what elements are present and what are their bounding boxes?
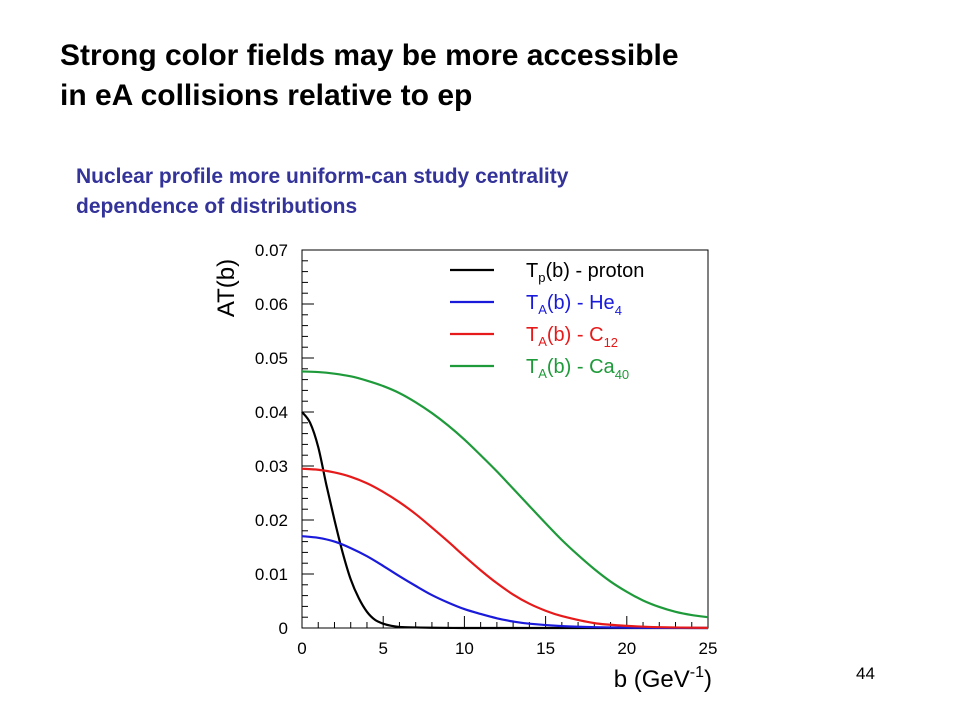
y-tick-label: 0.05 (255, 349, 288, 368)
x-tick-label: 20 (617, 639, 636, 658)
slide-subtitle-line: Nuclear profile more uniform-can study c… (76, 165, 569, 188)
y-tick-label: 0.03 (255, 457, 288, 476)
x-tick-label: 0 (297, 639, 306, 658)
y-axis-label: AT(b) (213, 259, 240, 317)
series-line-0 (301, 411, 708, 630)
y-tick-label: 0 (279, 619, 288, 638)
slide-title-line: Strong color fields may be more accessib… (60, 39, 679, 72)
chart-axis-labels: AT(b) b (GeV-1) (213, 259, 712, 693)
chart-legend: Tp(b) - proton TA(b) - He4 TA(b) - C12 TA(b… (450, 260, 644, 382)
y-tick-label: 0.06 (255, 295, 288, 314)
series-line-3 (301, 370, 709, 619)
y-tick-label: 0.04 (255, 403, 288, 422)
legend-entry: TA(b) - He4 (526, 292, 622, 318)
legend-entry: TA(b) - Ca40 (526, 356, 629, 382)
slide-number: 44 (856, 664, 875, 683)
slide-subtitle: Nuclear profile more uniform-can study c… (76, 162, 836, 222)
slide-title: Strong color fields may be more accessib… (60, 36, 920, 116)
legend-entry: TA(b) - C12 (526, 324, 618, 350)
chart-curves (301, 370, 709, 630)
x-axis-label: b (GeV-1) (614, 664, 712, 693)
y-tick-label: 0.01 (255, 565, 288, 584)
legend-entry: Tp(b) - proton (526, 260, 644, 285)
chart-ticks: 0 5 10 15 20 25 0 0.01 0.02 0.03 0.04 0.05 0.06 0.07 (255, 241, 718, 658)
series-line-1 (301, 535, 709, 630)
chart-axes (301, 249, 709, 629)
x-tick-label: 5 (378, 639, 387, 658)
series-line-2 (301, 467, 709, 629)
slide-title-line: in eA collisions relative to ep (60, 79, 473, 112)
x-tick-label: 15 (536, 639, 555, 658)
plot-frame (301, 249, 709, 629)
x-tick-label: 25 (699, 639, 718, 658)
x-tick-label: 10 (455, 639, 474, 658)
y-tick-label: 0.02 (255, 511, 288, 530)
y-tick-label: 0.07 (255, 241, 288, 260)
slide-subtitle-line: dependence of distributions (76, 195, 358, 218)
